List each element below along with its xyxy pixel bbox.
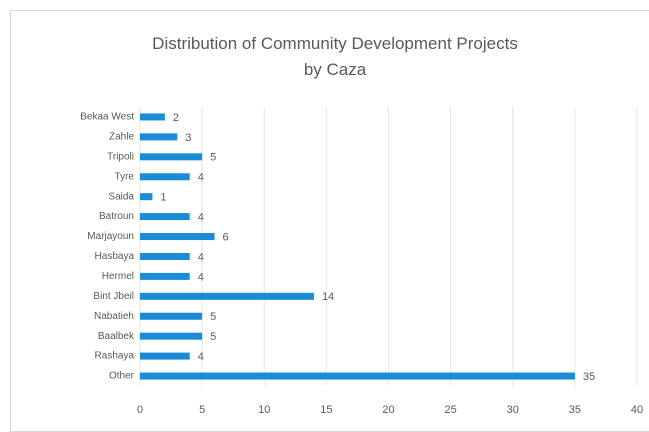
bar: [140, 352, 190, 360]
bar: [140, 272, 190, 280]
bar: [140, 153, 203, 161]
y-tick-label: Bekaa West: [80, 112, 134, 123]
bar: [140, 372, 575, 380]
x-tick-label: 40: [631, 404, 643, 416]
bar: [140, 332, 203, 340]
y-tick-label: Batroun: [99, 211, 134, 222]
y-tick-label: Tripoli: [107, 151, 134, 162]
x-tick-label: 5: [199, 404, 205, 416]
y-tick-label: Baalbek: [98, 331, 135, 342]
data-label: 4: [198, 251, 204, 263]
data-label: 4: [198, 172, 204, 184]
data-label: 1: [160, 192, 166, 204]
data-label: 14: [322, 291, 334, 303]
x-tick-label: 35: [569, 404, 581, 416]
y-tick-label: Hasbaya: [95, 251, 135, 262]
y-tick-label: Hermel: [102, 271, 134, 282]
x-tick-label: 0: [137, 404, 143, 416]
y-tick-label: Bint Jbeil: [93, 291, 134, 302]
data-label: 4: [198, 212, 204, 224]
x-tick-label: 25: [445, 404, 457, 416]
chart-frame: [10, 10, 649, 432]
chart-title: Distribution of Community Development Pr…: [152, 34, 518, 79]
x-tick-label: 20: [382, 404, 394, 416]
y-tick-label: Nabatieh: [94, 311, 134, 322]
y-tick-label: Tyre: [115, 171, 135, 182]
data-label: 35: [583, 371, 595, 383]
data-label: 2: [173, 112, 179, 124]
y-tick-label: Saida: [108, 191, 134, 202]
bar: [140, 252, 190, 260]
data-label: 5: [210, 311, 216, 323]
bar: [140, 193, 153, 201]
data-label: 3: [185, 132, 191, 144]
data-label: 5: [210, 152, 216, 164]
x-tick-label: 10: [258, 404, 270, 416]
bar: [140, 133, 178, 141]
x-tick-label: 15: [320, 404, 332, 416]
y-tick-label: Rashaya: [95, 351, 135, 362]
y-tick-label: Marjayoun: [87, 231, 134, 242]
x-tick-label: 30: [507, 404, 519, 416]
data-label: 4: [198, 271, 204, 283]
data-label: 6: [223, 231, 229, 243]
bar: [140, 312, 203, 320]
data-label: 5: [210, 331, 216, 343]
data-label: 4: [198, 351, 204, 363]
y-tick-label: Zahle: [109, 132, 134, 143]
bar: [140, 233, 215, 241]
bar: [140, 113, 165, 121]
bar: [140, 292, 314, 300]
bar: [140, 173, 190, 181]
bar: [140, 213, 190, 221]
y-tick-label: Other: [109, 371, 135, 382]
